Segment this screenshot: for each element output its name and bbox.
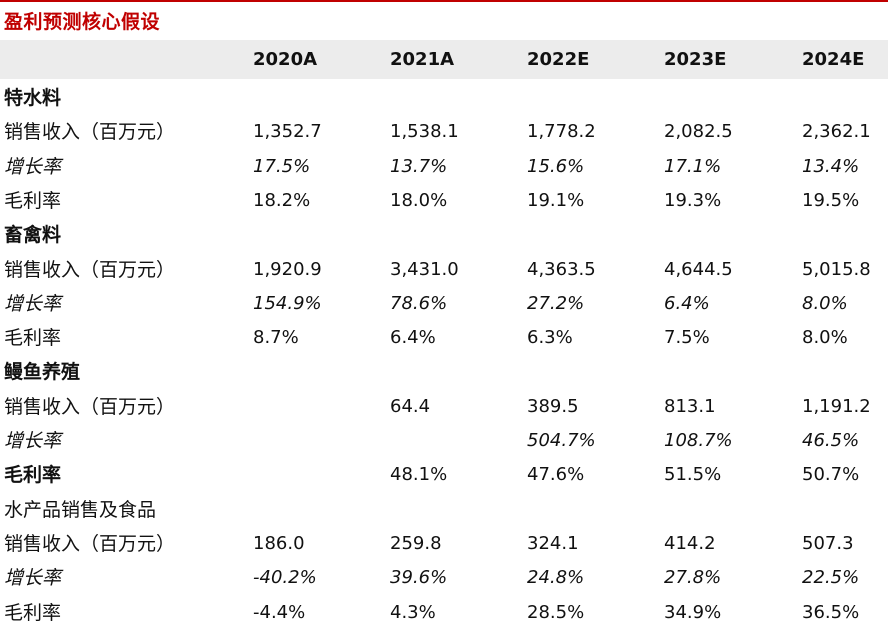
table-row: 毛利率 -4.4% 4.3% 28.5% 34.9% 36.5% [0, 596, 888, 630]
table-cell: 27.2% [527, 292, 585, 314]
table-cell: 8.0% [802, 327, 848, 349]
table-cell: 28.5% [527, 601, 585, 623]
table-cell: 24.8% [527, 567, 585, 589]
row-label: 销售收入（百万元） [4, 121, 176, 144]
table-cell: 19.1% [527, 189, 585, 211]
table-cell: 6.4% [664, 292, 710, 314]
table-cell: 813.1 [664, 395, 716, 417]
table-cell: 13.4% [802, 155, 860, 177]
table-row: 畜禽料 [0, 218, 888, 252]
table-cell: 18.2% [253, 189, 311, 211]
table-cell: 108.7% [664, 430, 733, 451]
table-cell: 154.9% [253, 292, 322, 314]
row-label: 毛利率 [4, 189, 62, 212]
table-row: 毛利率 8.7% 6.4% 6.3% 7.5% 8.0% [0, 321, 888, 355]
table-cell: 389.5 [527, 395, 579, 417]
row-label: 增长率 [4, 430, 62, 452]
table-row: 销售收入（百万元） 1,352.7 1,538.1 1,778.2 2,082.5 2,3… [0, 115, 888, 149]
row-label: 销售收入（百万元） [4, 258, 176, 281]
table-cell: 39.6% [390, 567, 448, 589]
row-label: 增长率 [4, 292, 62, 315]
table-title: 盈利预测核心假设 [4, 11, 161, 33]
table-row: 增长率 -40.2% 39.6% 24.8% 27.8% 22.5% [0, 561, 888, 595]
table-cell: 2,082.5 [664, 121, 733, 143]
table-cell: 17.1% [664, 155, 722, 177]
table-row: 销售收入（百万元） 1,920.9 3,431.0 4,363.5 4,644.5 5,0… [0, 253, 888, 287]
table-cell: -40.2% [253, 567, 317, 589]
table-row: 毛利率 18.2% 18.0% 19.1% 19.3% 19.5% [0, 184, 888, 218]
row-label: 畜禽料 [4, 224, 62, 247]
table-cell: 5,015.8 [802, 258, 871, 280]
table-cell: 259.8 [390, 532, 442, 554]
table-cell: 8.7% [253, 327, 299, 349]
table-cell: 36.5% [802, 601, 860, 623]
table-cell: 8.0% [802, 292, 848, 314]
table-cell: 4,644.5 [664, 258, 733, 280]
table-cell: 1,538.1 [390, 121, 459, 143]
table-cell: 78.6% [390, 292, 448, 314]
column-header: 2022E [527, 49, 590, 70]
table-row: 增长率 154.9% 78.6% 27.2% 6.4% 8.0% [0, 287, 888, 321]
table-cell: 50.7% [802, 464, 860, 486]
table-cell: 27.8% [664, 567, 722, 589]
table-cell: -4.4% [253, 601, 306, 623]
column-header: 2021A [390, 49, 455, 70]
table-row: 毛利率 48.1% 47.6% 51.5% 50.7% [0, 458, 888, 492]
row-label: 鳗鱼养殖 [4, 361, 81, 384]
table-cell: 6.3% [527, 327, 573, 349]
table-cell: 4.3% [390, 601, 436, 623]
table-cell: 1,191.2 [802, 395, 871, 417]
table-cell: 414.2 [664, 532, 716, 554]
table-cell: 4,363.5 [527, 258, 596, 280]
table-cell: 18.0% [390, 189, 448, 211]
row-label: 毛利率 [4, 464, 62, 487]
table-cell: 186.0 [253, 532, 305, 554]
top-rule [0, 0, 888, 2]
column-header: 2023E [664, 49, 727, 70]
row-label: 毛利率 [4, 601, 62, 624]
table-cell: 3,431.0 [390, 258, 459, 280]
table-cell: 6.4% [390, 327, 436, 349]
table-row: 增长率 504.7% 108.7% 46.5% [0, 424, 888, 458]
column-header: 2020A [253, 49, 318, 70]
table-row: 增长率 17.5% 13.7% 15.6% 17.1% 13.4% [0, 150, 888, 184]
table-cell: 15.6% [527, 155, 585, 177]
table-cell: 504.7% [527, 430, 596, 451]
table-cell: 64.4 [390, 395, 431, 417]
table-row: 特水料 [0, 81, 888, 115]
table-cell: 19.5% [802, 189, 860, 211]
table-cell: 1,778.2 [527, 121, 596, 143]
table-cell: 51.5% [664, 464, 722, 486]
row-label: 增长率 [4, 155, 62, 178]
row-label: 销售收入（百万元） [4, 532, 176, 555]
table-cell: 324.1 [527, 532, 579, 554]
row-label: 毛利率 [4, 327, 62, 350]
table-cell: 47.6% [527, 464, 585, 486]
column-header: 2024E [802, 49, 865, 70]
table-row: 销售收入（百万元） 186.0 259.8 324.1 414.2 507.3 [0, 527, 888, 561]
table-cell: 7.5% [664, 327, 710, 349]
table-cell: 2,362.1 [802, 121, 871, 143]
table-cell: 507.3 [802, 532, 854, 554]
table-cell: 46.5% [802, 430, 860, 451]
table-cell: 17.5% [253, 155, 311, 177]
row-label: 水产品销售及食品 [4, 498, 157, 521]
row-label: 特水料 [4, 87, 62, 109]
table-row: 鳗鱼养殖 [0, 355, 888, 389]
table-cell: 34.9% [664, 601, 722, 623]
table-header: 2020A 2021A 2022E 2023E 2024E [0, 40, 888, 79]
table-row: 销售收入（百万元） 64.4 389.5 813.1 1,191.2 [0, 390, 888, 424]
table-cell: 22.5% [802, 567, 860, 589]
table-cell: 1,920.9 [253, 258, 322, 280]
table-cell: 1,352.7 [253, 121, 322, 143]
row-label: 销售收入（百万元） [4, 395, 176, 418]
table-row: 水产品销售及食品 [0, 493, 888, 527]
table-cell: 48.1% [390, 464, 448, 486]
row-label: 增长率 [4, 567, 62, 590]
table-cell: 13.7% [390, 155, 448, 177]
table-cell: 19.3% [664, 189, 722, 211]
